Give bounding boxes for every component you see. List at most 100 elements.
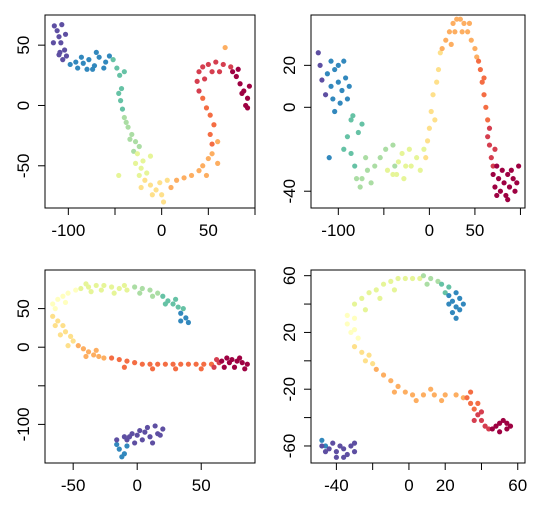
data-point [228, 64, 234, 70]
x-tick-label: 50 [465, 221, 484, 240]
data-point [363, 155, 369, 161]
data-point [96, 353, 102, 360]
data-point [486, 125, 493, 131]
data-point [395, 383, 401, 389]
data-point [467, 400, 474, 406]
data-point [93, 347, 99, 353]
data-point [322, 449, 329, 455]
data-point [170, 361, 176, 367]
data-point [315, 50, 321, 56]
scatter-panel-bottom-left: -50 0 50 50 0 -100 [14, 269, 256, 495]
data-point [478, 417, 485, 424]
data-point [373, 366, 379, 372]
data-point [341, 58, 347, 64]
y-tick-label: 0 [280, 103, 299, 112]
data-point [475, 58, 482, 64]
x-tick-label: -50 [61, 476, 86, 495]
data-point [160, 293, 166, 299]
x-tick-label: 0 [404, 476, 413, 495]
data-point [344, 134, 351, 140]
data-point [446, 292, 452, 299]
data-point [394, 171, 400, 178]
data-point [178, 361, 184, 367]
data-point [346, 83, 352, 89]
scatter-panel-top-left: -100 0 50 50 0 -50 [14, 14, 256, 240]
y-tick-label: -60 [280, 434, 299, 459]
data-point [124, 358, 130, 364]
data-point [459, 29, 465, 35]
data-point [185, 361, 192, 367]
data-point [75, 343, 81, 349]
data-point [453, 315, 459, 321]
data-point [486, 142, 493, 148]
data-point [514, 180, 520, 186]
data-point [106, 53, 112, 59]
data-point [434, 79, 440, 85]
data-point [101, 355, 107, 361]
data-point [448, 41, 454, 47]
data-point [485, 134, 491, 140]
data-point [231, 364, 238, 370]
data-point [421, 146, 427, 152]
data-point [239, 90, 245, 97]
data-point [173, 366, 179, 372]
data-point [370, 361, 376, 367]
y-tick-label: 0 [14, 101, 33, 110]
data-point [134, 432, 140, 438]
data-point [152, 423, 158, 429]
data-point [344, 321, 350, 327]
data-point [137, 427, 143, 434]
data-point [442, 392, 448, 398]
data-point [420, 392, 427, 398]
data-point [464, 395, 470, 401]
data-point [60, 293, 66, 299]
data-point [438, 281, 445, 287]
data-point [413, 397, 419, 404]
data-point [435, 278, 441, 284]
data-point [185, 319, 192, 326]
data-point [348, 443, 354, 449]
data-point [119, 454, 125, 460]
data-point [481, 75, 487, 81]
data-point [322, 443, 329, 449]
data-point [402, 275, 408, 282]
data-point [364, 167, 371, 173]
data-point [62, 299, 69, 306]
data-point [348, 150, 354, 157]
data-point [149, 293, 156, 299]
data-point [139, 285, 145, 292]
data-point [399, 150, 405, 157]
data-point [160, 199, 167, 205]
data-point [139, 361, 145, 367]
data-point [417, 167, 423, 173]
data-point [101, 65, 107, 71]
data-point [196, 168, 202, 174]
data-point [490, 171, 496, 178]
data-point [144, 170, 150, 176]
data-point [62, 31, 69, 37]
data-point [446, 284, 452, 290]
data-point [428, 108, 434, 115]
data-point [432, 117, 438, 123]
data-point [116, 172, 122, 179]
data-point [114, 437, 120, 443]
y-tick-label: -50 [14, 153, 33, 178]
data-point [482, 423, 488, 429]
y-tick-label: -40 [280, 179, 299, 204]
data-point [373, 287, 379, 293]
plot-frame-top-right [310, 14, 526, 209]
data-point [355, 129, 361, 136]
data-point [341, 446, 347, 452]
data-point [188, 172, 195, 179]
data-point [453, 392, 459, 398]
data-point [147, 287, 153, 293]
data-point [183, 315, 189, 321]
data-point [93, 49, 99, 55]
plot-frame-bottom-left [44, 269, 256, 464]
data-point [132, 139, 139, 145]
data-point [417, 275, 423, 282]
data-point [339, 87, 345, 94]
data-point [368, 180, 374, 186]
data-point [137, 290, 143, 296]
data-point [452, 29, 458, 35]
